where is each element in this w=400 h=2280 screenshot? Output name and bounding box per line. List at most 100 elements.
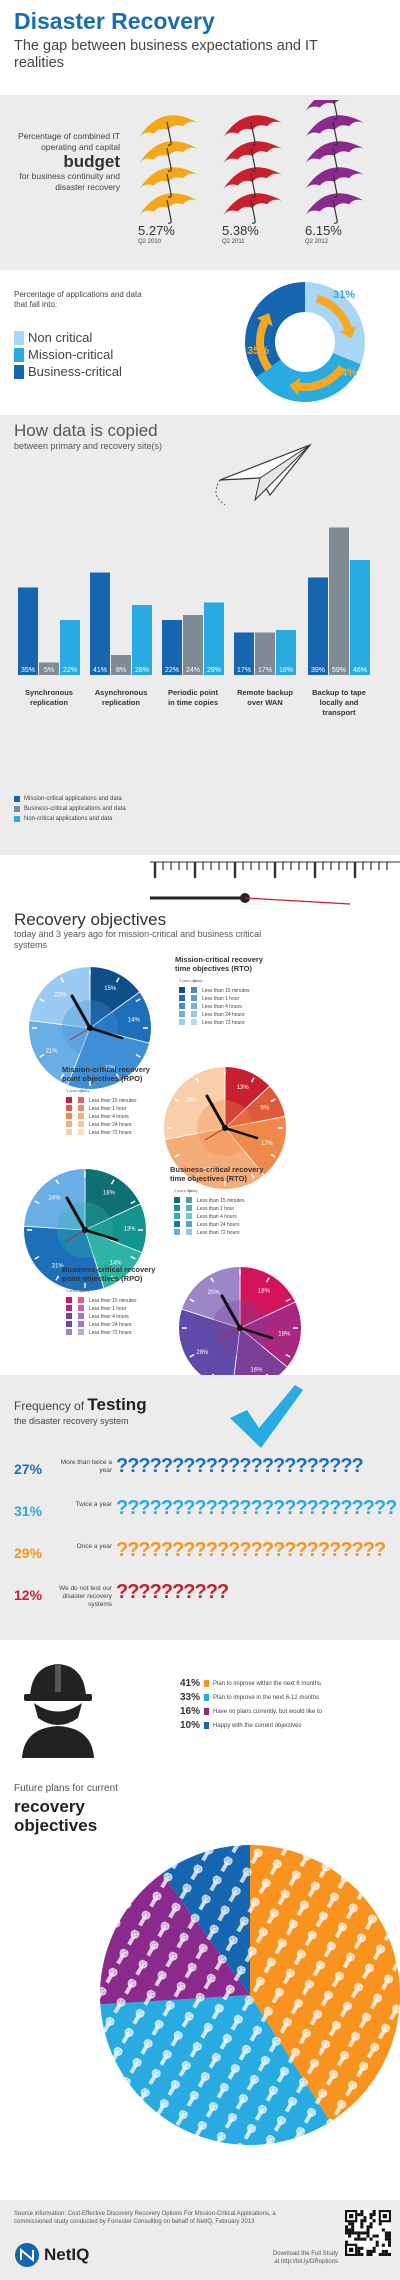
clock-value-label: 24% [48,1195,61,1201]
legend-swatch [78,1113,84,1119]
testing-title-bold: Testing [87,1395,147,1414]
bar [162,620,182,675]
cycle-arrow [315,294,352,330]
legend-swatch [191,1019,197,1025]
header-section: Disaster Recovery The gap between busine… [0,0,400,100]
legend-bucket-label: Less than 1 hour [89,1106,127,1112]
clock-title: Mission-critical recovery [175,955,264,964]
clock-value-label: 20% [208,1290,221,1296]
budget-label: Percentage of combined IT operating and … [10,131,120,192]
umbrella-icon [305,193,364,224]
bar-value-label: 17% [237,667,251,674]
plan-value: 33% [180,1692,201,1703]
legend-label: Non-critical applications and data [24,816,113,822]
legend-swatch [66,1297,72,1303]
budget-period: Q2 2012 [305,239,329,245]
bar-value-label: 5% [44,667,54,674]
umbrella-icon [223,115,282,146]
download-line-2[interactable]: at http://bit.ly/DRoptions [274,2259,338,2265]
bar-value-label: 18% [279,667,293,674]
legend-label: Non critical [28,330,93,345]
plan-value: 10% [180,1720,201,1731]
legend-swatch [78,1105,84,1111]
legend-swatch [66,1129,72,1135]
clock-second-hand [204,1127,226,1141]
clock-hour-hand [70,994,92,1030]
umbrella-icon [139,141,198,172]
tools-pattern [100,1873,250,2005]
legend-swatch [174,1229,180,1235]
bar-value-label: 22% [165,667,179,674]
category-label: Backup to tape [312,688,366,697]
bar [276,630,296,675]
umbrella-icon [139,167,198,198]
clock-chart: 15% 14% 27% 21% 23% [27,965,153,1091]
plan-label: Have no plans currently, but would like … [213,1708,322,1715]
clock-hour-hand [65,1196,87,1232]
bar-value-label: 29% [207,667,221,674]
recovery-subtitle: today and 3 years ago for mission-critic… [14,929,262,950]
clock-value-label: 21% [46,1049,59,1055]
testing-section: Frequency of Testing the disaster recove… [0,1375,400,1640]
bar-value-label: 35% [21,667,35,674]
umbrella-icon [223,141,282,172]
legend-bucket-label: Less than 15 minutes [202,988,250,994]
plans-legend: 41% Plan to improve within the next 6 mo… [180,1678,395,1731]
clock-second-hand [64,1229,86,1243]
legend-swatch [14,816,20,822]
bar [111,655,131,675]
testing-row: 27% More than twice a year???????????????… [0,1455,400,1491]
legend-bucket-label: Less than 1 hour [197,1206,235,1212]
legend-swatch [78,1313,84,1319]
legend-swatch [14,364,24,379]
legend-col-header: Today [80,1289,90,1293]
legend-swatch [14,796,20,802]
legend-swatch [78,1329,84,1335]
umbrella-icon [305,115,364,146]
category-label: replication [102,698,140,707]
bar [183,615,203,675]
testing-label: Twice a year [75,1501,113,1508]
footer-download[interactable]: Download the Full Study at http://bit.ly… [248,2250,338,2266]
category-label: Periodic point [168,688,219,697]
clock-value-label: 13% [124,1227,137,1233]
plan-label: Happy with the current objectives [213,1722,302,1729]
clock-value-label: 13% [237,1085,250,1091]
legend-bucket-label: Less than 4 hours [89,1314,129,1320]
clock-value-label: 28% [196,1350,209,1356]
testing-label: Once a year [76,1543,112,1550]
clock-title: Business-critical recovery [62,1265,156,1274]
clock-value-label: 33% [204,1168,217,1174]
category-label: Asynchronous [95,688,148,697]
clock-chart: 18% 13% 14% 31% 24% [22,1167,148,1293]
tools-pattern [250,1845,400,2122]
legend-item: Business-critical applications and data [14,805,126,813]
umbrella-icon [305,167,364,198]
plans-label: Future plans for current [14,1783,118,1794]
legend-label: Business-critical [28,364,122,379]
clock-title: Mission-critical recovery [62,1065,151,1074]
legend-bucket-label: Less than 72 hours [197,1230,240,1236]
bar-value-label: 24% [186,667,200,674]
page-title: Disaster Recovery [14,8,215,34]
legend-bucket-label: Less than 72 hours [89,1130,132,1136]
qr-code-icon[interactable] [345,2210,391,2256]
umbrella-icon [305,141,364,172]
copied-title: How data is copied [14,421,158,440]
stopwatch-dial-icon [150,861,400,905]
clock-title: Business-critical recovery [170,1165,264,1174]
budget-label-post: for business continuity and disaster rec… [19,171,120,192]
legend-swatch [66,1329,72,1335]
apps-donut: 31% 34% 35% [245,282,365,402]
bar-value-label: 17% [258,667,272,674]
legend-swatch [78,1129,84,1135]
legend-bucket-label: Less than 4 hours [202,1004,242,1010]
cycle-arrowhead [289,377,301,396]
category-label: over WAN [247,698,282,707]
legend-label: Mission-critical [28,347,114,362]
